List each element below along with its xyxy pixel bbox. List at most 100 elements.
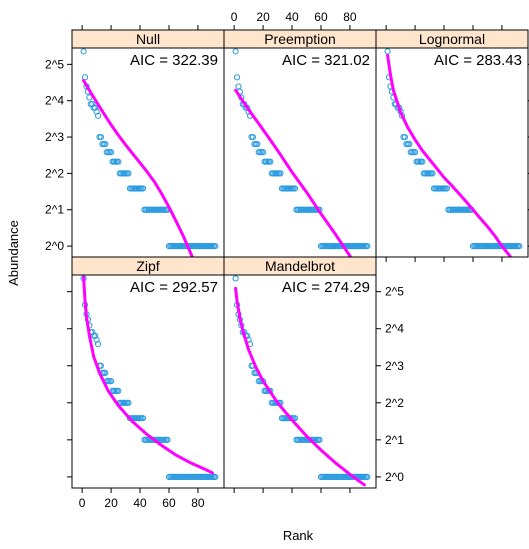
data-point <box>277 170 284 177</box>
data-point <box>254 140 261 148</box>
data-point <box>364 242 371 250</box>
data-point <box>125 170 132 177</box>
data-point <box>92 332 99 339</box>
panel-border-zipf <box>71 274 225 489</box>
data-point <box>443 185 451 192</box>
y-tick-label: 2^3 <box>385 359 404 373</box>
x-tick-label: 80 <box>343 10 357 24</box>
y-tick-label: 2^5 <box>385 285 404 299</box>
top-x-axis-col2: 0 20 40 60 80 <box>231 10 357 30</box>
fit-line-lognormal <box>386 53 513 257</box>
y-tick-label: 2^1 <box>385 433 404 447</box>
data-point <box>259 149 267 156</box>
fit-line-zipf <box>82 275 214 475</box>
points-lognormal <box>384 48 523 250</box>
panel-border-null <box>71 47 225 258</box>
panel-border-lognormal <box>375 47 529 258</box>
x-tick-label: 40 <box>285 10 299 24</box>
y-tick-label: 2^0 <box>45 239 64 253</box>
data-point <box>164 436 171 443</box>
strip-label-preemption: Preemption <box>264 31 336 47</box>
points-preemption <box>232 48 371 250</box>
panel-lognormal: Lognormal AIC = 283.43 <box>375 29 529 258</box>
data-point <box>80 48 87 55</box>
x-axis-label: Rank <box>283 528 314 543</box>
panel-border-mandelbrot <box>223 274 377 489</box>
top-x-axis-col3 <box>385 25 503 30</box>
x-tick-label: 0 <box>79 496 86 510</box>
data-point <box>235 83 242 90</box>
data-point <box>139 185 147 192</box>
fit-line-mandelbrot <box>234 286 366 487</box>
x-tick-label: 0 <box>231 10 238 24</box>
data-point <box>364 473 371 480</box>
fit-line-null <box>82 79 194 257</box>
y-tick-label: 2^4 <box>45 94 64 108</box>
data-point <box>94 112 102 119</box>
panel-border-preemption <box>223 47 377 258</box>
mid-x-axis-col3 <box>385 257 503 262</box>
y-tick-label: 2^4 <box>385 322 404 336</box>
panel-zipf: Zipf AIC = 292.57 <box>71 256 225 489</box>
data-point <box>291 185 299 192</box>
panel-mandelbrot: Mandelbrot AIC = 274.29 <box>223 256 377 489</box>
x-tick-label: 20 <box>256 10 270 24</box>
y-tick-label: 2^1 <box>45 203 64 217</box>
y-tick-label: 2^2 <box>385 396 404 410</box>
bottom-x-axis-col1: 0 20 40 60 80 <box>79 488 205 510</box>
data-point <box>233 74 241 81</box>
data-point <box>406 140 413 148</box>
data-point <box>97 133 105 141</box>
x-tick-label: 40 <box>133 496 147 510</box>
y-tick-label: 2^5 <box>45 57 64 71</box>
data-point <box>419 158 426 165</box>
x-tick-label: 20 <box>104 496 118 510</box>
left-y-axis-row2 <box>67 291 72 478</box>
left-y-axis-row1: 2^0 2^1 2^2 2^3 2^4 2^5 <box>45 57 72 253</box>
data-point <box>401 133 409 141</box>
data-point <box>249 133 257 141</box>
data-point <box>384 48 391 55</box>
panel-null: Null AIC = 322.39 <box>71 29 225 258</box>
y-tick-label: 2^3 <box>45 130 64 144</box>
x-tick-label: 60 <box>162 496 176 510</box>
x-tick-label: 80 <box>191 496 205 510</box>
data-point <box>92 104 99 111</box>
strip-label-null: Null <box>136 31 160 47</box>
y-tick-label: 2^0 <box>385 470 404 484</box>
y-axis-label: Abundance <box>6 220 21 286</box>
aic-label-mandelbrot: AIC = 274.29 <box>282 279 370 296</box>
data-point <box>81 74 89 81</box>
data-point <box>125 399 132 406</box>
strip-label-mandelbrot: Mandelbrot <box>265 258 335 274</box>
data-point <box>93 108 100 115</box>
data-point <box>139 415 147 422</box>
data-point <box>212 242 219 250</box>
data-point <box>212 473 219 480</box>
data-point <box>232 48 239 55</box>
data-point <box>267 158 274 165</box>
strip-label-lognormal: Lognormal <box>419 31 485 47</box>
data-point <box>232 275 239 282</box>
right-y-axis-row2: 2^0 2^1 2^2 2^3 2^4 2^5 <box>376 285 404 484</box>
aic-label-lognormal: AIC = 283.43 <box>434 52 522 69</box>
aic-label-zipf: AIC = 292.57 <box>130 279 218 296</box>
data-point <box>115 387 122 394</box>
data-point <box>86 94 93 101</box>
data-point <box>93 336 100 343</box>
strip-label-zipf: Zipf <box>136 258 159 274</box>
bottom-x-axis-col2 <box>233 488 351 493</box>
points-mandelbrot <box>232 275 371 480</box>
y-tick-label: 2^2 <box>45 166 64 180</box>
data-point <box>316 436 323 443</box>
top-x-axis-col1 <box>81 25 199 30</box>
data-point <box>429 170 436 177</box>
panel-preemption: Preemption AIC = 321.02 <box>223 29 377 258</box>
aic-label-null: AIC = 322.39 <box>130 52 218 69</box>
data-point <box>107 149 115 156</box>
data-point <box>411 149 419 156</box>
data-point <box>107 378 115 385</box>
aic-label-preemption: AIC = 321.02 <box>282 52 370 69</box>
